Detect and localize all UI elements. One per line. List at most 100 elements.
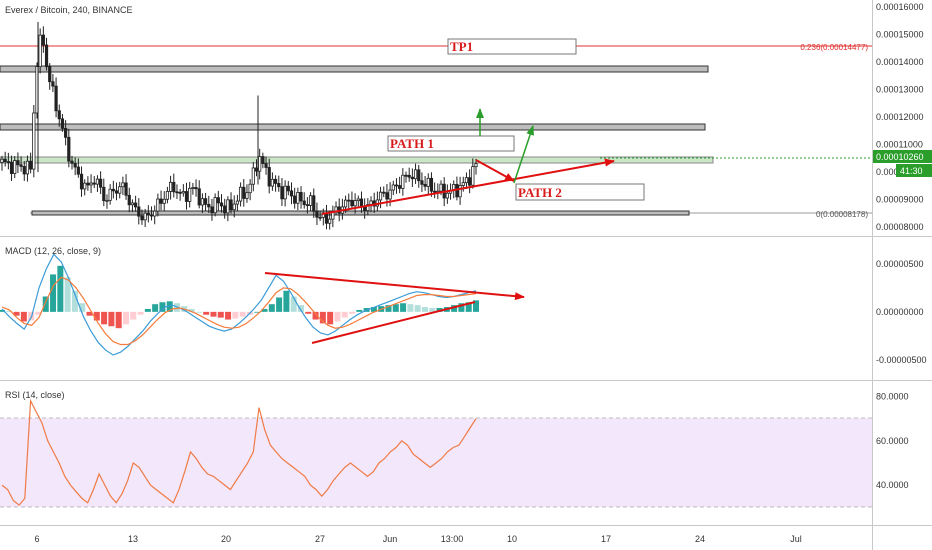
candle-body <box>181 191 185 194</box>
candle-body <box>293 195 297 204</box>
candle-body <box>277 183 281 188</box>
candle-body <box>426 177 430 187</box>
candle-body <box>156 198 160 212</box>
macd-axis[interactable]: 0.00000500 0.00000000 -0.00000500 <box>876 259 927 365</box>
macd-tick-label: 0.00000000 <box>876 307 924 317</box>
macd-histogram-bar <box>407 304 414 312</box>
tp1-label: TP1 <box>450 39 473 54</box>
candlestick-series <box>0 22 478 230</box>
candle-body <box>468 177 472 186</box>
macd-histogram-bar <box>195 311 202 313</box>
macd-histogram-bar <box>305 311 312 314</box>
macd-histogram-bar <box>0 309 5 312</box>
support-zone[interactable] <box>0 156 714 164</box>
candle-body <box>134 202 138 208</box>
macd-histogram-bar <box>239 311 246 317</box>
macd-tick-label: -0.00000500 <box>876 355 927 365</box>
candle-body <box>172 181 176 193</box>
candle-body <box>22 166 26 175</box>
rsi-axis[interactable]: 80.0000 60.0000 40.0000 <box>876 392 909 491</box>
macd-histogram-bar <box>144 308 151 312</box>
price-axis[interactable]: 0.00016000 0.00015000 0.00014000 0.00013000… <box>876 2 924 232</box>
path2-down-arrow[interactable] <box>475 159 515 182</box>
candle-body <box>188 187 192 202</box>
candle-body <box>19 164 23 167</box>
price-pane-title: Everex / Bitcoin, 240, BINANCE <box>5 5 133 15</box>
candle-body <box>67 136 71 162</box>
macd-histogram-bar <box>473 300 479 312</box>
price-tick-label: 0.00014000 <box>876 57 924 67</box>
macd-histogram-bar <box>79 303 86 312</box>
macd-histogram-bar <box>101 311 108 325</box>
macd-histogram-bar <box>414 305 421 312</box>
candle-body <box>363 206 367 211</box>
candle-body <box>54 85 58 112</box>
candle-body <box>6 161 10 164</box>
candle-body <box>89 182 93 186</box>
time-axis[interactable]: 6 13 20 27 Jun 13:00 10 17 24 Jul <box>34 534 801 544</box>
countdown-tag <box>896 164 932 177</box>
candle-body <box>207 203 211 208</box>
candle-body <box>366 204 370 211</box>
macd-histogram-bar <box>217 311 224 318</box>
candle-body <box>391 184 395 191</box>
macd-histogram-bar <box>71 290 78 312</box>
candle-body <box>394 184 399 187</box>
trend-arrow-price[interactable] <box>321 158 615 215</box>
macd-series <box>0 253 479 356</box>
candle-body <box>302 200 306 206</box>
macd-upper-trendline[interactable] <box>264 272 525 301</box>
macd-lower-trendline[interactable] <box>311 301 476 344</box>
macd-histogram-bar <box>108 311 115 327</box>
candle-body <box>328 218 332 224</box>
macd-histogram-bar <box>349 311 356 314</box>
path1-box[interactable] <box>387 135 515 152</box>
candle-body <box>471 166 475 186</box>
candle-body <box>76 166 80 175</box>
rsi-tick-label: 80.0000 <box>876 392 909 402</box>
candle-body <box>79 173 84 190</box>
time-tick-label: 13 <box>128 534 138 544</box>
macd-tick-label: 0.00000500 <box>876 259 924 269</box>
resistance-zone-upper[interactable] <box>0 65 709 73</box>
candle-body <box>194 187 198 190</box>
bottom-zone[interactable] <box>31 210 690 216</box>
macd-histogram-bar <box>385 305 392 312</box>
macd-signal-line <box>1 276 477 346</box>
resistance-zone-middle[interactable] <box>0 123 706 131</box>
path2-up-arrow[interactable] <box>513 125 534 184</box>
tp1-box[interactable] <box>447 38 577 55</box>
macd-line <box>1 253 477 356</box>
candle-body <box>410 176 414 180</box>
candle-body <box>324 212 329 224</box>
fib-top-label: 0.236(0.00014477) <box>800 43 868 52</box>
candle-body <box>299 192 303 202</box>
candle-body <box>318 216 322 219</box>
candle-body <box>51 81 55 87</box>
candle-body <box>108 188 112 201</box>
candle-body <box>25 160 30 175</box>
macd-histogram-bar <box>232 311 239 319</box>
candle-body <box>401 174 405 189</box>
macd-histogram-bar <box>50 274 57 312</box>
macd-histogram-bar <box>188 308 195 312</box>
candle-body <box>315 210 319 218</box>
macd-histogram-bar <box>122 311 129 325</box>
candle-body <box>32 112 36 170</box>
macd-histogram-bar <box>400 303 407 312</box>
candle-body <box>423 183 427 187</box>
candle-body <box>312 195 316 212</box>
macd-histogram-bar <box>356 309 363 312</box>
macd-histogram-bar <box>465 302 472 312</box>
path2-box[interactable] <box>515 183 645 201</box>
candle-body <box>13 160 17 174</box>
macd-histogram-bar <box>57 265 64 312</box>
macd-histogram-bar <box>327 311 334 325</box>
candle-body <box>474 163 478 168</box>
macd-histogram-bar <box>276 297 283 312</box>
macd-histogram-bar <box>35 311 42 315</box>
candle-body <box>378 191 383 201</box>
candle-body <box>461 182 465 186</box>
time-tick-label: 17 <box>601 534 611 544</box>
